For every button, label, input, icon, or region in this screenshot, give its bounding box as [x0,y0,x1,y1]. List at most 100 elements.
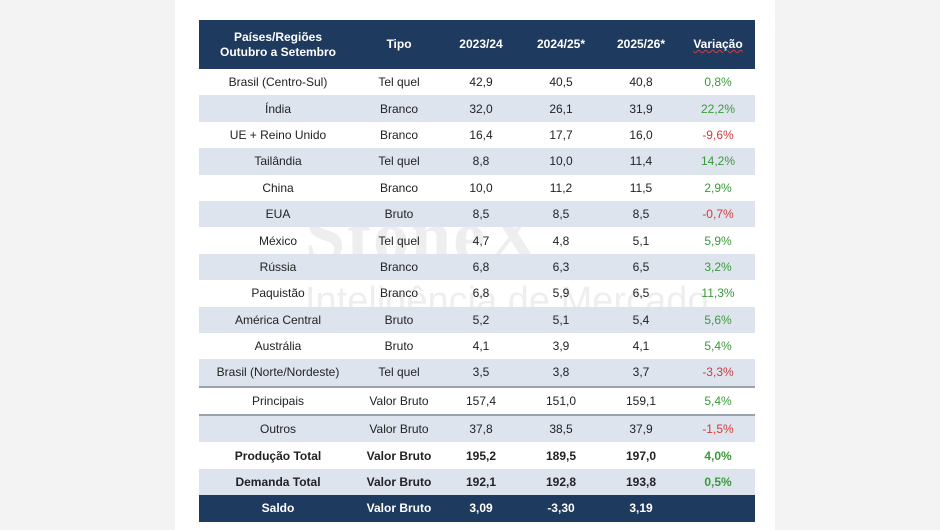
cell-2025-26: 37,9 [601,414,681,443]
table-row: Austrália Bruto 4,1 3,9 4,1 5,4% [199,333,755,359]
cell-variacao: 5,6% [681,306,755,333]
cell-2024-25: 6,3 [521,253,601,281]
table-row: Outros Valor Bruto 37,8 38,5 37,9 -1,5% [199,414,755,443]
cell-region: América Central [199,306,357,333]
cell-2024-25: 8,5 [521,200,601,228]
table-row: Brasil (Centro-Sul) Tel quel 42,9 40,5 40,8 0… [199,69,755,95]
cell-2023-24: 42,9 [469,75,493,90]
cell-variacao: -0,7% [681,200,755,228]
cell-2025-26: 3,7 [601,359,681,387]
cell-variacao: -1,5% [681,414,755,443]
cell-variacao: 5,4% [704,339,732,354]
cell-region: Principais [199,385,357,416]
cell-variacao: 0,5% [681,468,755,496]
cell-tipo: Tel quel [357,359,441,387]
table-row: América Central Bruto 5,2 5,1 5,4 5,6% [199,306,755,333]
cell-region: Produção Total [234,448,322,463]
cell-variacao: -9,6% [702,127,734,142]
cell-2025-26: 5,4 [601,306,681,333]
cell-2024-25: 40,5 [549,75,573,90]
header-variacao: Variação [681,20,755,69]
table-row: Brasil (Norte/Nordeste) Tel quel 3,5 3,8 3,7… [199,359,755,387]
cell-region: Outros [199,414,357,443]
cell-2025-26: 197,0 [625,448,657,463]
cell-2023-24: 10,0 [469,180,493,195]
cell-region: Tailândia [199,148,357,175]
cell-region: China [262,180,294,195]
cell-2024-25: 3,9 [552,339,570,354]
cell-tipo: Bruto [357,306,441,333]
cell-variacao: 22,2% [681,95,755,122]
cell-2023-24: 157,4 [441,385,521,416]
cell-tipo: Valor Bruto [366,448,432,463]
cell-2024-25: 26,1 [521,95,601,122]
cell-region: Brasil (Norte/Nordeste) [199,359,357,387]
cell-2025-26: 40,8 [629,75,653,90]
header-region-line1: Países/Regiões [233,29,323,44]
cell-region: México [258,233,297,248]
cell-region: Rússia [199,253,357,281]
cell-region: Paquistão [251,286,305,301]
cell-2024-25: 3,8 [521,359,601,387]
cell-variacao: 0,8% [704,75,732,90]
cell-2024-25: 11,2 [549,180,573,195]
cell-variacao [681,495,755,522]
tipo-label: Tel quel [378,365,420,380]
cell-variacao: 2,9% [704,180,732,195]
header-2023-24: 2023/24 [441,20,521,69]
cell-region: EUA [199,200,357,228]
cell-2024-25: -3,30 [521,495,601,522]
header-tipo: Tipo [357,20,441,69]
cell-region: Brasil (Centro-Sul) [228,75,328,90]
cell-variacao: 3,2% [681,253,755,281]
cell-2025-26: 31,9 [601,95,681,122]
table-row: EUA Bruto 8,5 8,5 8,5 -0,7% [199,200,755,228]
cell-tipo: Bruto [357,200,441,228]
cell-2023-24: 3,09 [441,495,521,522]
cell-2025-26: 6,5 [601,253,681,281]
cell-region: Demanda Total [199,468,357,496]
cell-tipo: Valor Bruto [357,468,441,496]
sugar-balance-table: Países/Regiões Outubro a Setembro Tipo 20… [199,20,755,522]
header-2025-26: 2025/26* [601,20,681,69]
cell-2023-24: 8,8 [441,148,521,175]
table-header: Países/Regiões Outubro a Setembro Tipo 20… [199,20,755,69]
cell-2025-26: 6,5 [632,286,650,301]
cell-variacao: 5,4% [681,385,755,416]
table-row: Rússia Branco 6,8 6,3 6,5 3,2% [199,253,755,281]
cell-2023-24: 4,1 [472,339,490,354]
cell-tipo: Bruto [384,339,414,354]
table-row: Produção Total Valor Bruto 195,2 189,5 197,0… [199,442,755,468]
tipo-label: Tel quel [378,154,420,169]
header-2024-25: 2024/25* [521,20,601,69]
cell-tipo: Tel quel [357,148,441,175]
table-row: Saldo Valor Bruto 3,09 -3,30 3,19 [199,495,755,522]
cell-2023-24: 195,2 [465,448,497,463]
cell-tipo: Branco [357,95,441,122]
cell-2023-24: 6,8 [472,286,490,301]
cell-tipo: Branco [379,127,419,142]
table-row: México Tel quel 4,7 4,8 5,1 5,9% [199,227,755,253]
cell-2023-24: 4,7 [472,233,490,248]
cell-2023-24: 192,1 [441,468,521,496]
table-row: Tailândia Tel quel 8,8 10,0 11,4 14,2% [199,148,755,175]
cell-region: Índia [199,95,357,122]
cell-2025-26: 5,1 [632,233,650,248]
cell-2024-25: 4,8 [552,233,570,248]
cell-tipo: Valor Bruto [357,495,441,522]
table-row: Principais Valor Bruto 157,4 151,0 159,1 5,4% [199,385,755,416]
cell-variacao: 14,2% [681,148,755,175]
cell-2023-24: 37,8 [441,414,521,443]
cell-2024-25: 38,5 [521,414,601,443]
cell-2024-25: 192,8 [521,468,601,496]
cell-2025-26: 16,0 [629,127,653,142]
cell-2023-24: 3,5 [441,359,521,387]
cell-tipo: Valor Bruto [357,385,441,416]
cell-2025-26: 8,5 [601,200,681,228]
cell-tipo: Branco [379,180,419,195]
cell-2024-25: 17,7 [549,127,573,142]
cell-2025-26: 11,4 [601,148,681,175]
cell-2024-25: 10,0 [521,148,601,175]
cell-2023-24: 32,0 [441,95,521,122]
cell-2023-24: 5,2 [441,306,521,333]
